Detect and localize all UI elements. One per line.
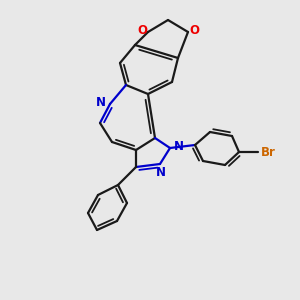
Text: N: N [96, 95, 106, 109]
Text: O: O [189, 23, 199, 37]
Text: Br: Br [261, 146, 275, 158]
Text: O: O [137, 23, 147, 37]
Text: N: N [174, 140, 184, 152]
Text: N: N [156, 166, 166, 178]
